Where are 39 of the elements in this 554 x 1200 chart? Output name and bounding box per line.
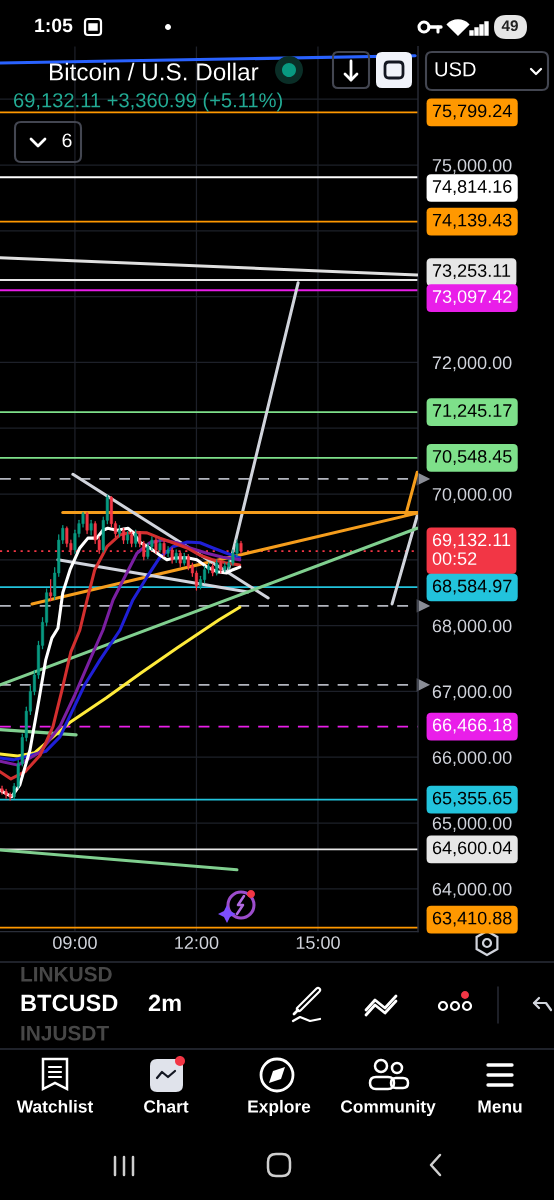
ref-line-label: 71,245.17 <box>432 404 512 420</box>
x-tick-label: 15:00 <box>296 936 340 950</box>
text: 1:05 <box>35 18 73 33</box>
y-tick-label: 70,000.00 <box>432 487 512 503</box>
ref-line-label: 65,355.65 <box>432 791 512 807</box>
annotation: 6 <box>62 133 72 148</box>
ref-line-label: 73,253.11 <box>432 264 511 280</box>
y-tick-label: 64,000.00 <box>432 882 512 898</box>
text: 2m <box>148 994 181 1012</box>
y-tick-label: 75,000.00 <box>432 158 512 174</box>
text: BTCUSD <box>21 994 118 1012</box>
text: Community <box>340 1099 436 1117</box>
y-tick-label: 67,000.00 <box>432 685 512 701</box>
y-tick-label: 65,000.00 <box>432 816 512 832</box>
ref-line-label: 63,410.88 <box>432 911 512 927</box>
ref-line-label: 64,600.04 <box>432 841 512 857</box>
ref-line-label: 66,466.18 <box>432 718 512 734</box>
text: Watchlist <box>16 1099 94 1113</box>
ref-line-label: 69,132.11 00:52 <box>432 533 511 565</box>
y-tick-label: 72,000.00 <box>432 356 512 372</box>
y-tick-label: 66,000.00 <box>432 751 512 767</box>
text: Explore <box>248 1099 311 1117</box>
x-tick-label: 12:00 <box>175 936 219 950</box>
text: USD <box>435 62 476 77</box>
ref-line-label: 74,814.16 <box>432 180 512 196</box>
ref-line-label: 70,548.45 <box>432 450 512 465</box>
text: LINKUSD <box>21 966 112 982</box>
text: Chart <box>144 1099 189 1113</box>
ref-line-label: 73,097.42 <box>432 290 512 306</box>
x-tick-label: 09:00 <box>53 936 97 950</box>
text: Bitcoin / U.S. Dollar <box>49 62 259 81</box>
text: 49 <box>501 20 518 32</box>
ref-line-label: 75,799.24 <box>432 104 512 120</box>
y-tick-label: 68,000.00 <box>432 619 512 635</box>
text: INJUSDT <box>21 1025 109 1041</box>
ref-line-label: 74,139.43 <box>432 213 512 229</box>
text: 69,132.11 +3,360.99 (+5.11%) <box>14 92 282 112</box>
ref-line-label: 68,584.97 <box>432 579 512 595</box>
text: Menu <box>478 1100 522 1113</box>
